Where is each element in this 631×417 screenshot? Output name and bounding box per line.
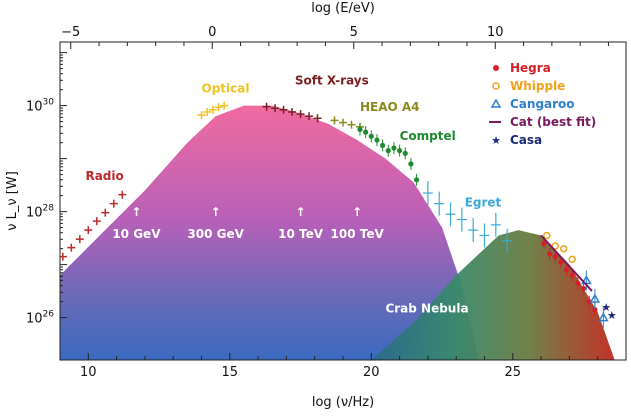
legend-item: Hegra: [493, 61, 551, 75]
band-label: Crab Nebula: [385, 301, 468, 315]
legend-label: Hegra: [510, 61, 551, 75]
legend-star-icon: ★: [491, 134, 501, 147]
series-cat-best-fit-: [540, 234, 593, 292]
series-soft-x-rays: [262, 102, 322, 123]
legend-item: Whipple: [492, 79, 565, 93]
data-point: [569, 272, 575, 278]
band-label: Egret: [465, 195, 502, 209]
cat-fit-line: [540, 234, 593, 292]
data-point: [413, 177, 420, 183]
legend: Hegra Whipple Cangaroo Cat (best fit) ★ Casa: [489, 61, 596, 147]
data-point: [363, 129, 369, 135]
energy-marker-label: 10 TeV: [278, 227, 324, 241]
data-point: [551, 242, 559, 250]
energy-arrow: ↑: [296, 205, 306, 219]
data-point: [592, 307, 598, 313]
band-label: Optical: [202, 81, 250, 95]
series-comptel: [357, 123, 420, 186]
data-point: [368, 133, 374, 139]
data-point: [563, 267, 570, 273]
series-cangaroo: [581, 270, 609, 328]
band-label: Radio: [85, 169, 123, 183]
legend-item: Cat (best fit): [489, 115, 596, 129]
y-tick-label: 1030: [26, 98, 54, 115]
data-point: [568, 255, 576, 264]
legend-circle-icon: [492, 82, 500, 90]
synchrotron-component-area: [60, 105, 479, 360]
data-point: [380, 142, 386, 148]
data-point: ★: [601, 301, 611, 314]
series-casa: ★★: [601, 301, 617, 322]
legend-dot-icon: [493, 65, 499, 71]
top-x-tick-label: −5: [61, 25, 80, 40]
data-point: [546, 251, 553, 257]
band-label: HEAO A4: [360, 100, 420, 114]
data-point: [391, 145, 397, 151]
energy-arrow: ↑: [211, 205, 221, 219]
legend-label: Casa: [510, 133, 542, 147]
series-radio: [60, 190, 127, 261]
data-point: [552, 254, 558, 260]
energy-marker-label: 10 GeV: [112, 227, 161, 241]
energy-arrow: ↑: [352, 205, 362, 219]
data-point: [586, 299, 592, 305]
legend-label: Cangaroo: [510, 97, 575, 111]
y-axis-label: ν L_ν [W]: [5, 171, 20, 231]
x-tick-label: 15: [222, 365, 239, 380]
band-label: Comptel: [400, 129, 456, 143]
x-tick-label: 25: [505, 365, 522, 380]
y-tick-label: 1028: [26, 204, 54, 221]
data-point: [580, 285, 587, 292]
data-point: [357, 126, 363, 133]
band-label: Soft X-rays: [295, 73, 369, 87]
top-x-tick-label: 10: [487, 25, 504, 40]
y-tick-label: 1026: [26, 310, 54, 327]
top-x-tick-label: 0: [208, 25, 216, 40]
x-tick-label: 20: [363, 365, 380, 380]
energy-marker-label: 100 TeV: [331, 227, 385, 241]
data-point: [575, 280, 581, 286]
data-point: [397, 148, 403, 154]
x-tick-label: 10: [80, 365, 97, 380]
data-point: [543, 231, 551, 240]
data-point: [541, 240, 547, 246]
inverse-compton-component-area: [371, 230, 615, 360]
data-point: [558, 259, 564, 265]
legend-triangle-icon: [490, 98, 502, 108]
top-x-axis-label: log (E/eV): [311, 1, 375, 16]
series-whipple: [543, 231, 576, 264]
data-point: [385, 148, 391, 154]
energy-arrow: ↑: [131, 205, 141, 219]
series-egret: [422, 181, 513, 253]
legend-item: Cangaroo: [490, 97, 575, 111]
legend-label: Whipple: [510, 79, 565, 93]
data-point: [408, 161, 414, 167]
legend-label: Cat (best fit): [510, 115, 596, 129]
data-point: [374, 137, 380, 143]
data-point: [559, 244, 568, 253]
data-point: [402, 150, 408, 156]
x-axis-label: log (ν/Hz): [312, 395, 374, 410]
data-point: ★: [607, 309, 617, 322]
top-x-tick-label: 5: [350, 25, 358, 40]
legend-item: ★ Casa: [491, 133, 542, 147]
series-optical: [197, 101, 229, 120]
energy-marker-label: 300 GeV: [187, 227, 244, 241]
